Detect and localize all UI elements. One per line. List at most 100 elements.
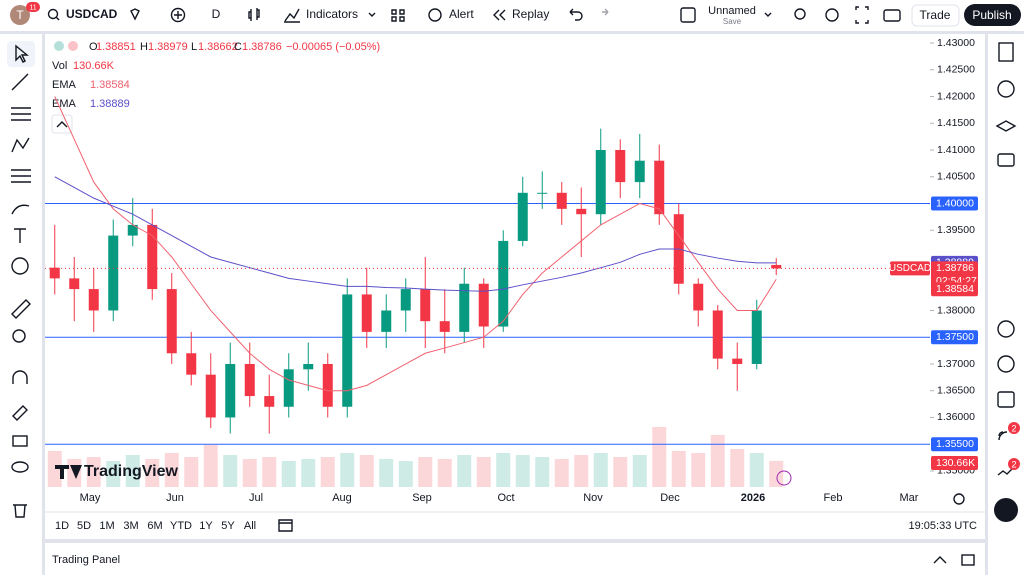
- x-tick-label: May: [80, 492, 101, 504]
- logo: TradingView: [84, 463, 179, 480]
- candle-body: [771, 264, 782, 269]
- undo-icon[interactable]: [569, 8, 583, 21]
- zoom-tool[interactable]: [12, 329, 26, 343]
- close-label: C: [234, 41, 242, 53]
- chart-type-icon[interactable]: [248, 8, 260, 21]
- candle-body: [342, 294, 353, 407]
- trade-button[interactable]: [911, 4, 960, 27]
- quick-search[interactable]: [794, 8, 806, 20]
- candle-body: [478, 283, 489, 327]
- volume-bar: [437, 459, 452, 487]
- layout-name[interactable]: Unnamed: [708, 5, 756, 17]
- candle-body: [244, 363, 255, 397]
- snapshot-icon[interactable]: [883, 9, 901, 22]
- text-tool[interactable]: [14, 228, 26, 243]
- level-flag-bg: [931, 196, 978, 211]
- status-dot: [54, 41, 64, 51]
- y-tick-label: 1.36000: [937, 411, 975, 423]
- range-button[interactable]: 1Y: [199, 520, 213, 532]
- magnet-tool[interactable]: [12, 370, 28, 384]
- events-icon[interactable]: [776, 470, 792, 486]
- candle-body: [712, 310, 723, 359]
- range-button[interactable]: YTD: [170, 520, 192, 532]
- alerts-icon[interactable]: [997, 80, 1015, 98]
- volume-bar: [262, 457, 277, 487]
- compare-icon[interactable]: [130, 8, 140, 21]
- trading-panel[interactable]: Trading Panel: [52, 554, 120, 566]
- range-button[interactable]: 5Y: [221, 520, 235, 532]
- badge: [1008, 458, 1020, 470]
- redo-icon[interactable]: [602, 8, 609, 16]
- measure-tool[interactable]: [11, 299, 31, 319]
- volume-bar: [281, 461, 296, 487]
- date-range-icon[interactable]: [278, 519, 293, 532]
- alert[interactable]: Alert: [449, 7, 474, 21]
- line-tool[interactable]: [11, 73, 29, 91]
- lock-tool[interactable]: [12, 435, 28, 447]
- templates-icon[interactable]: [391, 9, 405, 22]
- top-bar: [0, 0, 1024, 31]
- pulse-icon[interactable]: [997, 355, 1015, 373]
- candle-body: [517, 192, 528, 241]
- avatar[interactable]: [10, 5, 30, 25]
- volume-label: Vol: [52, 60, 67, 72]
- apps-button[interactable]: [994, 498, 1018, 522]
- chevron[interactable]: [764, 12, 772, 17]
- icon-tool[interactable]: [11, 257, 29, 275]
- layers-icon[interactable]: [995, 120, 1017, 132]
- volume-bar: [223, 455, 238, 487]
- range-button[interactable]: 1M: [99, 520, 114, 532]
- trash-tool[interactable]: [13, 504, 27, 518]
- chevron[interactable]: [368, 12, 376, 17]
- range-button[interactable]: All: [244, 520, 256, 532]
- badge: [26, 2, 40, 12]
- add-icon[interactable]: [170, 7, 186, 23]
- replay[interactable]: Replay: [512, 7, 549, 21]
- bottom-panel: [45, 543, 985, 575]
- expand-panel[interactable]: [933, 556, 947, 564]
- volume-bar: [106, 461, 121, 487]
- ema-label: EMA: [52, 98, 77, 110]
- draw-mode[interactable]: [12, 405, 28, 421]
- candle-body: [654, 160, 665, 215]
- range-button[interactable]: 3M: [123, 520, 138, 532]
- status-dot: [68, 41, 78, 51]
- fib-tool[interactable]: [11, 107, 31, 121]
- cursor-tool[interactable]: [15, 44, 29, 63]
- publish-button[interactable]: [964, 4, 1021, 26]
- fullscreen-icon[interactable]: [855, 6, 869, 24]
- settings-icon[interactable]: [825, 8, 839, 22]
- candle-body: [166, 289, 177, 354]
- low-value: 1.38662: [198, 41, 238, 53]
- axis-settings[interactable]: [953, 493, 965, 505]
- maximize-panel[interactable]: [961, 554, 975, 566]
- range-button[interactable]: 1D: [55, 520, 69, 532]
- stream-icon[interactable]: [998, 431, 1008, 441]
- chat-icon[interactable]: [997, 153, 1015, 167]
- indicators[interactable]: Indicators: [306, 7, 358, 21]
- ema-value: 1.38584: [90, 79, 130, 91]
- avatar-letter: T: [16, 8, 24, 22]
- range-button[interactable]: 6M: [147, 520, 162, 532]
- brush-tool[interactable]: [11, 204, 30, 215]
- collapse-legend[interactable]: [51, 114, 73, 134]
- ideas-icon[interactable]: [997, 320, 1015, 338]
- indicators-icon: [284, 8, 300, 23]
- candle-body: [205, 374, 216, 418]
- forecast-tool[interactable]: [11, 169, 31, 183]
- y-tick-label: 1.38000: [937, 304, 975, 316]
- pattern-tool[interactable]: [11, 137, 30, 153]
- symbol[interactable]: USDCAD: [66, 7, 118, 21]
- checkbox[interactable]: [680, 7, 696, 23]
- watchlist-icon[interactable]: [998, 42, 1014, 62]
- calendar-icon[interactable]: [997, 391, 1015, 408]
- hide-tool[interactable]: [11, 461, 29, 473]
- level-flag: 1.37500: [936, 331, 974, 343]
- candle-body: [751, 310, 762, 364]
- notifications-icon[interactable]: [997, 467, 1014, 476]
- candle-body: [537, 192, 548, 194]
- interval[interactable]: D: [212, 7, 221, 21]
- range-button[interactable]: 5D: [77, 520, 91, 532]
- volume-bar: [86, 457, 101, 487]
- candle-body: [439, 321, 450, 332]
